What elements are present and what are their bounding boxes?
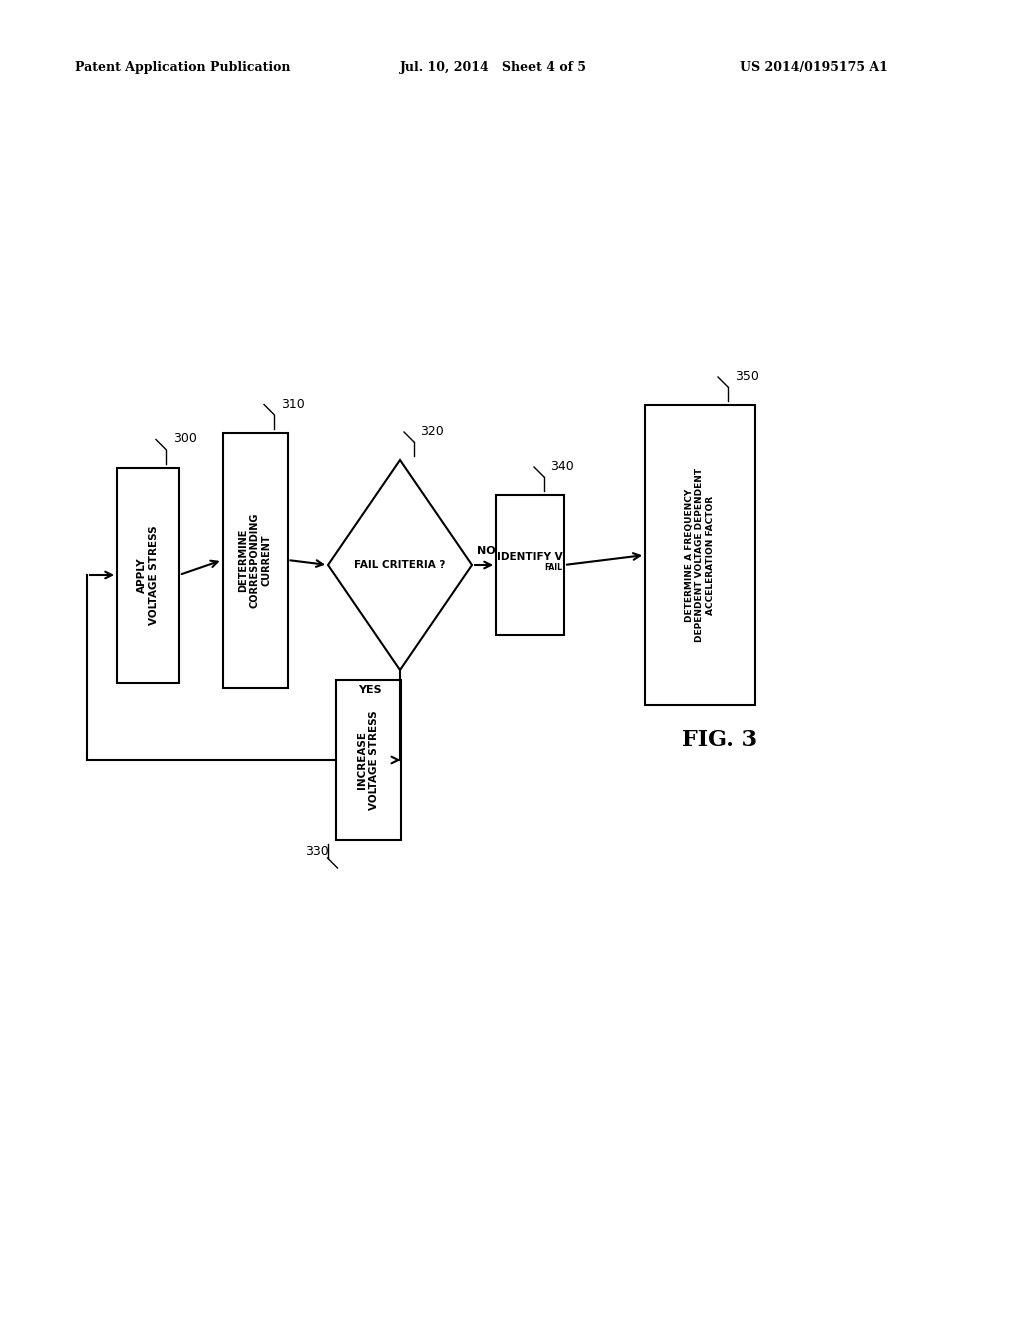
Bar <box>645 405 755 705</box>
Text: FAIL CRITERIA ?: FAIL CRITERIA ? <box>354 560 445 570</box>
Text: 350: 350 <box>735 370 759 383</box>
Text: Jul. 10, 2014   Sheet 4 of 5: Jul. 10, 2014 Sheet 4 of 5 <box>400 62 587 74</box>
Text: APPLY
VOLTAGE STRESS: APPLY VOLTAGE STRESS <box>137 525 159 624</box>
Text: IDENTIFY V: IDENTIFY V <box>498 552 563 562</box>
Text: YES: YES <box>358 685 382 696</box>
Text: INCREASE
VOLTAGE STRESS: INCREASE VOLTAGE STRESS <box>357 710 379 809</box>
Text: 310: 310 <box>281 397 305 411</box>
Text: NO: NO <box>477 546 496 556</box>
Text: DETERMINE
CORRESPONDING
CURRENT: DETERMINE CORRESPONDING CURRENT <box>239 512 271 607</box>
Text: US 2014/0195175 A1: US 2014/0195175 A1 <box>740 62 888 74</box>
Text: DETERMINE A FREQUENCY
DEPENDENT VOLTAGE DEPENDENT
ACCELERATION FACTOR: DETERMINE A FREQUENCY DEPENDENT VOLTAGE … <box>685 467 715 642</box>
Polygon shape <box>328 459 472 671</box>
Text: 340: 340 <box>550 459 573 473</box>
Bar <box>496 495 564 635</box>
Text: 330: 330 <box>305 845 330 858</box>
Text: 300: 300 <box>173 433 197 446</box>
Text: FAIL: FAIL <box>544 562 562 572</box>
Bar <box>336 680 400 840</box>
Text: 320: 320 <box>420 425 443 438</box>
Bar <box>117 467 179 682</box>
Text: FIG. 3: FIG. 3 <box>683 729 758 751</box>
Text: Patent Application Publication: Patent Application Publication <box>75 62 291 74</box>
Bar <box>222 433 288 688</box>
